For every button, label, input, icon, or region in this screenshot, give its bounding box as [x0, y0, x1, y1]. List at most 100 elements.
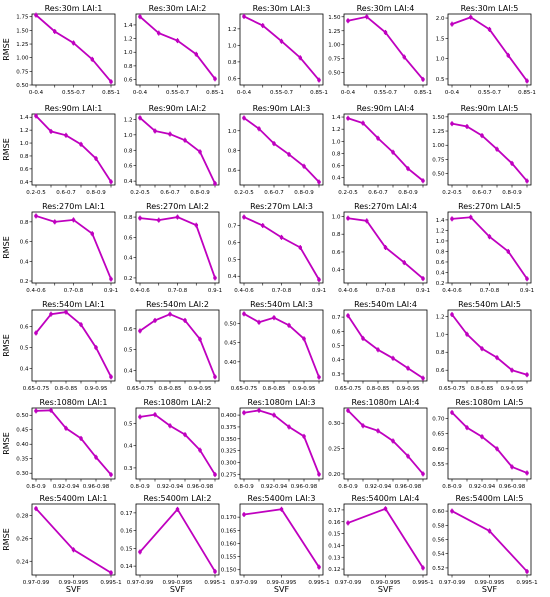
y-tick-label: 0.13	[328, 555, 341, 561]
y-tick-label: 0.17	[120, 511, 133, 517]
y-tick-label: 0.75	[432, 157, 445, 163]
data-point	[156, 31, 161, 35]
data-point	[168, 423, 172, 428]
data-point	[260, 23, 265, 28]
data-point	[90, 231, 95, 236]
x-tick-label: 0.9-0.95	[189, 386, 212, 392]
y-tick-label: 0.4	[332, 358, 341, 364]
data-point	[138, 415, 142, 419]
y-tick-label: 0.40	[224, 360, 237, 366]
series-line	[451, 122, 528, 182]
y-tick-label: 1.00	[328, 43, 341, 49]
data-point	[465, 124, 469, 129]
y-tick-label: 1.4	[124, 23, 133, 29]
series-line	[451, 313, 528, 376]
data-point	[406, 366, 410, 371]
x-tick-label: 0.8-0.85	[367, 386, 390, 392]
x-tick-label: 0.97-0.99	[231, 580, 258, 586]
x-tick-label: 0.55-0.7	[166, 90, 189, 96]
y-tick-label: 0.15	[120, 546, 133, 552]
subplot-title: Res:540m LAI:1	[42, 300, 105, 309]
data-point	[34, 506, 38, 511]
y-tick-label: 0.6	[20, 240, 29, 246]
y-tick-label: 0.4	[124, 444, 133, 450]
y-tick-label: 0.75	[16, 69, 29, 75]
y-tick-label: 0.150	[221, 568, 237, 574]
x-tick-label: 0.8-0.85	[471, 386, 494, 392]
y-tick-label: 1.0	[436, 332, 445, 338]
subplot-title: Res:1080m LAI:5	[456, 398, 524, 407]
x-tick-label: 0.8-0.85	[159, 386, 182, 392]
y-tick-label: 0.60	[432, 447, 445, 453]
series-line	[451, 16, 528, 82]
data-point	[94, 156, 98, 161]
x-tick-label: 0-0.4	[133, 90, 148, 96]
data-point	[138, 14, 142, 19]
series-line	[451, 510, 528, 573]
x-tick-label: 0.9-1	[520, 288, 534, 294]
data-point	[450, 509, 454, 513]
y-tick-label: 0.52	[432, 566, 444, 572]
x-tick-label: 0.8-0.9	[442, 484, 462, 490]
plot-frame	[447, 13, 532, 86]
data-point	[79, 436, 83, 441]
subplot-22: Res:1080m LAI:2 0.3 0.4 0.5 0.8-0.9 0.92-0.94…	[124, 398, 220, 490]
y-tick-label: 1.0	[228, 43, 237, 49]
x-tick-label: 0.92-0.94	[261, 484, 288, 490]
y-tick-label: 0.3	[332, 372, 341, 378]
y-tick-label: 1.2	[228, 27, 237, 33]
data-point	[391, 356, 395, 361]
y-tick-label: 0.4	[228, 274, 237, 280]
data-point	[302, 434, 306, 439]
y-tick-label: 0.35	[16, 457, 29, 463]
x-tick-label: 0.6-0.7	[264, 190, 284, 196]
x-tick-label: 0.55-0.7	[478, 90, 501, 96]
y-tick-label: 0.15	[328, 532, 341, 538]
x-tick-label: 0.96-0.98	[291, 484, 318, 490]
x-tick-label: 0.85-1	[518, 90, 536, 96]
data-point	[34, 331, 38, 335]
x-tick-label: 0.85-1	[206, 90, 224, 96]
x-tick-label: 0-0.4	[341, 90, 356, 96]
data-point	[49, 129, 53, 134]
y-axis-label: RMSE	[2, 432, 11, 455]
x-tick-label: 0.96-0.98	[499, 484, 526, 490]
subplot-14: Res:270m LAI:4 0.4 0.6 0.8 1.0 0.4-0.6 0.7-0.8…	[332, 202, 430, 294]
x-tick-label: 0.99-0.995	[163, 580, 193, 586]
subplot-28: Res:5400m LAI:3 0.150 0.155 0.160 0.165 0.170…	[221, 494, 330, 586]
data-point	[183, 138, 187, 143]
x-tick-label: 0.995-1	[100, 580, 121, 586]
data-point	[450, 312, 454, 317]
data-point	[242, 14, 246, 19]
y-tick-label: 0.4	[20, 366, 29, 372]
data-point	[279, 235, 284, 240]
y-tick-label: 0.7	[228, 224, 237, 230]
y-tick-label: 1.2	[124, 117, 133, 123]
data-point	[287, 425, 291, 429]
plot-frame	[135, 407, 220, 480]
data-point	[376, 429, 380, 433]
y-tick-label: 0.50	[328, 71, 341, 77]
y-tick-label: 0.7	[332, 315, 341, 321]
data-point	[510, 161, 514, 166]
data-point	[109, 570, 113, 575]
x-tick-label: 0.7-0.8	[168, 288, 188, 294]
data-point	[49, 408, 53, 413]
y-tick-label: 0.60	[432, 509, 445, 515]
y-tick-label: 0.5	[20, 346, 29, 352]
data-point	[525, 372, 529, 377]
y-tick-label: 0.170	[221, 515, 237, 521]
y-axis-label: RMSE	[2, 528, 11, 551]
y-tick-label: 0.4	[124, 369, 133, 375]
y-tick-label: 1.0	[332, 139, 341, 145]
y-tick-label: 0.160	[221, 541, 237, 547]
x-tick-label: 0.8-0.9	[130, 484, 150, 490]
y-tick-label: 0.5	[228, 257, 237, 263]
data-point	[450, 217, 454, 221]
series-line	[347, 507, 424, 569]
subplot-8: Res:90m LAI:3 0.6 0.8 1.0 0.2-0.5 0.6-0.7 0.8-…	[228, 104, 324, 196]
x-tick-label: 0.92-0.94	[53, 484, 80, 490]
x-tick-label: 0.65-0.75	[231, 386, 258, 392]
x-tick-label: 0-0.4	[29, 90, 44, 96]
data-point	[213, 181, 217, 186]
